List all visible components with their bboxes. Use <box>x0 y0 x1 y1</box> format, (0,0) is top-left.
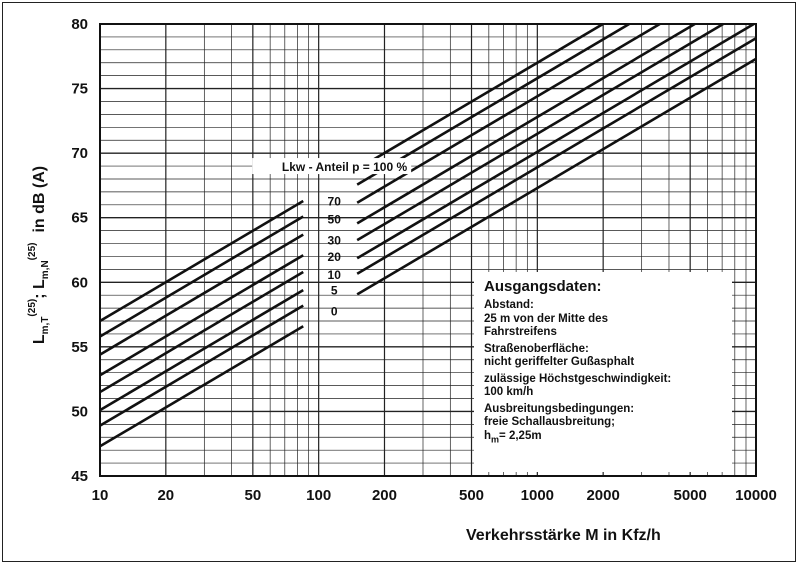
plot-border <box>99 23 757 477</box>
legend-title-background <box>252 158 412 175</box>
series-line-5 <box>356 37 757 275</box>
x-axis-label: Verkehrsstärke M in Kfz/h <box>466 527 661 544</box>
ausbreitung-value: freie Schallausbreitung; <box>484 416 616 428</box>
series-label-30: 30 <box>328 233 342 247</box>
legend-title: Lkw - Anteil p = 100 % <box>282 160 408 174</box>
y-tick-label: 55 <box>71 339 88 356</box>
series-label-0: 0 <box>331 304 338 318</box>
info-oberflaeche: Straßenoberfläche: nicht geriffelter Guß… <box>484 343 722 370</box>
x-tick-label: 10 <box>92 487 109 504</box>
abstand-label: Abstand: <box>484 299 534 311</box>
info-geschwindigkeit: zulässige Höchstgeschwindigkeit: 100 km/… <box>484 373 722 400</box>
series-line-10 <box>356 22 755 260</box>
y-tick-label: 80 <box>71 16 88 33</box>
series-line-30 <box>356 22 696 225</box>
abstand-value-2: Fahrstreifens <box>484 326 557 338</box>
y-tick-label: 70 <box>71 145 88 162</box>
series-line-0 <box>99 325 304 448</box>
y-tick-labels: 45 50 55 60 65 70 75 80 <box>71 16 88 485</box>
series-label-70: 70 <box>328 195 342 209</box>
x-tick-label: 5000 <box>673 487 706 504</box>
geschwindigkeit-value: 100 km/h <box>484 386 534 398</box>
series-line-70 <box>99 215 304 338</box>
info-abstand: Abstand: 25 m von der Mitte des Fahrstre… <box>484 299 722 340</box>
oberflaeche-label: Straßenoberfläche: <box>484 342 589 355</box>
series-label-20: 20 <box>328 250 342 264</box>
x-tick-label: 100 <box>306 487 331 504</box>
x-tick-label: 10000 <box>735 487 777 504</box>
x-tick-label: 500 <box>459 487 484 504</box>
y-tick-label: 75 <box>71 81 88 98</box>
series-line-0 <box>356 57 757 296</box>
series-label-5: 5 <box>331 284 338 298</box>
series-line-20 <box>356 22 724 242</box>
y-tick-label: 60 <box>71 274 88 291</box>
series-label-50: 50 <box>328 213 342 227</box>
series-line-50 <box>99 233 304 356</box>
series-line-5 <box>99 304 304 427</box>
ausbreitung-label: Ausbreitungsbedingungen: <box>484 402 635 415</box>
series-line-10 <box>99 288 304 412</box>
series-label-10: 10 <box>328 268 342 282</box>
x-tick-label: 20 <box>157 487 174 504</box>
x-tick-label: 1000 <box>521 487 554 504</box>
oberflaeche-value: nicht geriffelter Gußasphalt <box>484 356 635 368</box>
abstand-value-1: 25 m von der Mitte des <box>484 312 608 325</box>
series-line-70 <box>356 22 630 186</box>
info-box: Ausgangsdaten: Abstand: 25 m von der Mit… <box>474 272 732 472</box>
series-line-100 <box>99 199 304 323</box>
x-tick-label: 50 <box>244 487 261 504</box>
x-tick-label: 2000 <box>586 487 619 504</box>
geschwindigkeit-label: zulässige Höchstgeschwindigkeit: <box>484 372 672 385</box>
x-tick-labels: 10 20 50 100 200 500 1000 2000 5000 10000 <box>92 487 777 504</box>
y-axis-label: Lm,T(25); Lm,N(25)in dB (A) <box>27 166 51 344</box>
y-tick-label: 50 <box>71 403 88 420</box>
info-ausbreitung: Ausbreitungsbedingungen: freie Schallaus… <box>484 403 722 447</box>
series-line-100 <box>356 22 604 171</box>
x-tick-label: 200 <box>372 487 397 504</box>
series-line-30 <box>99 254 304 377</box>
y-tick-label: 45 <box>71 468 88 485</box>
hm-value: hm= 2,25m <box>484 429 542 444</box>
series-line-20 <box>99 270 304 394</box>
info-title: Ausgangsdaten: <box>484 278 602 295</box>
y-tick-label: 65 <box>71 210 88 227</box>
